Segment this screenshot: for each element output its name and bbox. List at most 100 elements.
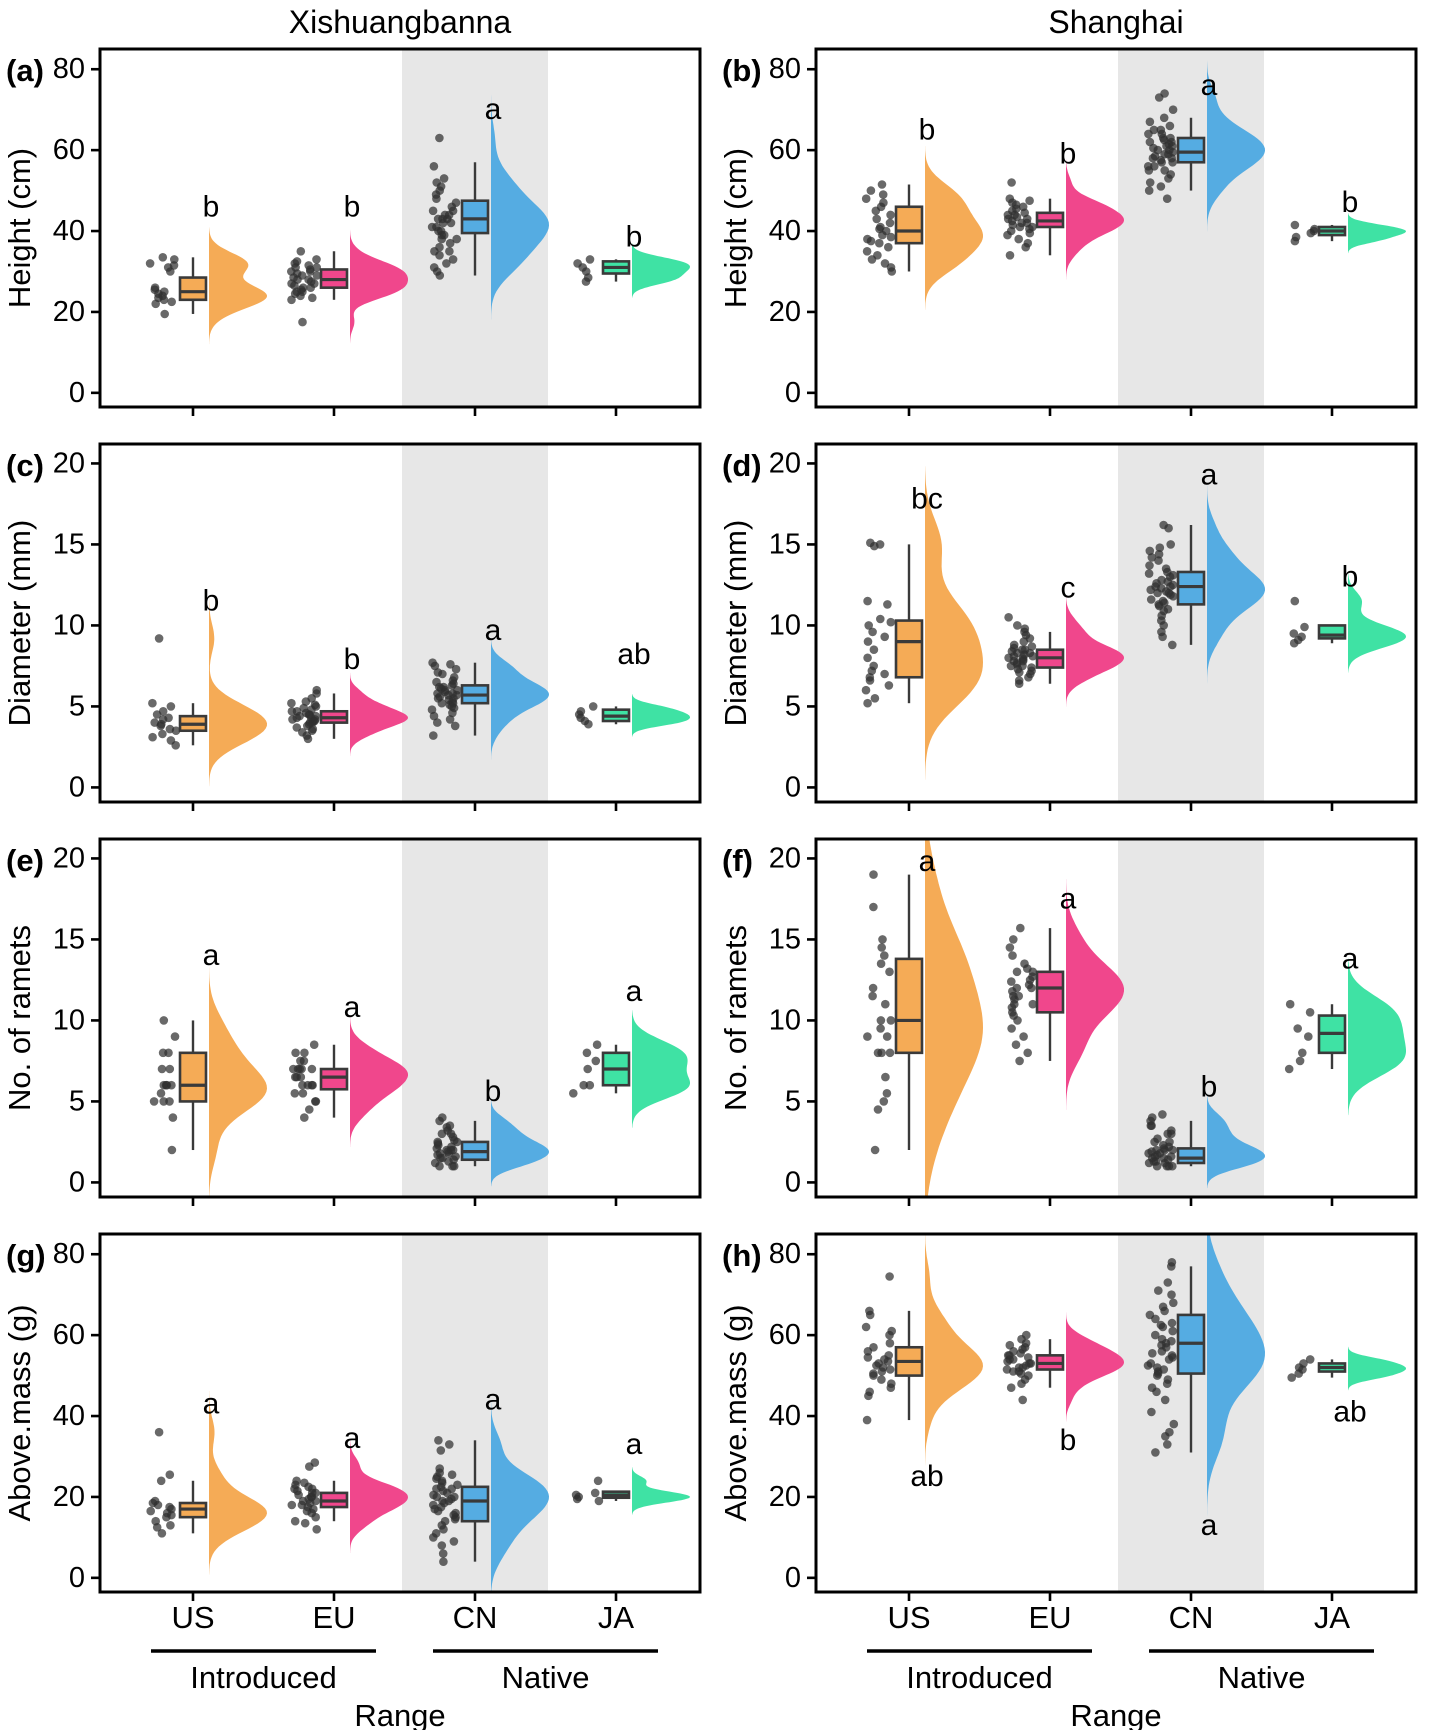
data-point (149, 1097, 159, 1106)
data-point (290, 1516, 300, 1526)
data-point (1290, 596, 1300, 606)
sig-letter-cn: a (485, 93, 502, 126)
data-point (312, 1525, 322, 1534)
data-point (590, 1488, 600, 1498)
x-category-label-eu: EU (312, 1600, 355, 1635)
points-eu (1005, 923, 1038, 1066)
data-point (1013, 621, 1022, 630)
data-point (1155, 543, 1165, 552)
data-point (1009, 935, 1018, 944)
data-point (882, 1089, 892, 1098)
data-point (1012, 983, 1022, 993)
data-point (1159, 520, 1168, 530)
group-ja: a (1284, 942, 1406, 1116)
points-ja (574, 702, 598, 729)
violin-cn (491, 1097, 549, 1187)
y-tick-label: 80 (53, 53, 85, 85)
data-point (869, 1369, 878, 1378)
data-point (863, 596, 872, 606)
data-point (876, 1016, 886, 1025)
data-point (1023, 1353, 1033, 1362)
data-point (875, 238, 884, 248)
data-point (1284, 1064, 1294, 1074)
data-point (438, 1113, 447, 1122)
data-point (1002, 1365, 1012, 1374)
data-point (1166, 1152, 1176, 1161)
y-tick-label: 0 (69, 771, 85, 803)
panel-f-ramets-shanghai: a a b a 0 5 10 15 20 (f) No. of ramets (718, 837, 1418, 1206)
data-point (298, 283, 308, 292)
points-ja (569, 1040, 602, 1098)
y-axis-title: Above.mass (g) (718, 1304, 753, 1521)
points-ja (571, 1476, 604, 1506)
data-point (868, 991, 877, 1001)
data-point (296, 247, 306, 256)
y-axis-title: Height (cm) (718, 148, 753, 308)
data-point (445, 1440, 454, 1449)
data-point (166, 1521, 175, 1530)
data-point (884, 681, 894, 690)
data-point (865, 673, 875, 682)
data-point (1152, 1145, 1161, 1155)
data-point (1293, 1024, 1302, 1033)
data-point (1145, 561, 1154, 570)
sig-letter-eu: b (344, 190, 361, 223)
data-point (865, 1387, 874, 1397)
data-point (445, 1121, 455, 1130)
data-point (869, 870, 878, 879)
group-cn: b (1144, 1070, 1265, 1189)
data-point (1305, 1008, 1315, 1017)
violin-us (209, 1391, 267, 1575)
data-point (1157, 627, 1166, 637)
boxplot-us (178, 1480, 208, 1534)
boxplot-cn (460, 1440, 490, 1562)
sig-letter-ja: a (626, 975, 643, 1008)
group-ja: ab (574, 638, 690, 737)
data-point (885, 1048, 895, 1058)
group-ja: b (573, 221, 690, 298)
data-point (880, 669, 889, 679)
data-point (304, 275, 313, 284)
data-point (884, 242, 893, 252)
data-point (298, 1089, 308, 1098)
box (894, 205, 924, 245)
data-point (1295, 1056, 1305, 1066)
data-point (861, 1322, 871, 1332)
group-us: b (148, 585, 267, 787)
data-point (146, 1506, 155, 1516)
sig-letter-us: a (919, 845, 936, 878)
violin-us (925, 466, 983, 780)
data-point (310, 700, 320, 710)
range-group-label: Introduced (190, 1660, 337, 1695)
data-point (289, 1064, 298, 1074)
panel-border (814, 1232, 1418, 1594)
boxplot-ja (601, 1490, 631, 1501)
sig-letter-us: b (203, 190, 220, 223)
data-point (870, 1145, 880, 1155)
data-point (863, 698, 872, 708)
data-point (1005, 943, 1015, 952)
data-point (150, 1496, 160, 1506)
y-tick-label: 5 (69, 690, 85, 722)
group-ja: a (571, 1428, 690, 1515)
data-point (886, 1016, 896, 1025)
data-point (1146, 1359, 1156, 1368)
sig-letter-cn: b (485, 1075, 502, 1108)
data-point (1300, 622, 1309, 632)
data-point (873, 251, 882, 260)
data-point (439, 682, 448, 692)
data-point (300, 1048, 309, 1058)
data-point (448, 255, 458, 264)
boxplot-cn (1176, 1120, 1206, 1167)
group-cn: b (430, 1075, 549, 1187)
data-point (1165, 1427, 1174, 1437)
data-point (1298, 1048, 1307, 1058)
violin-ja (632, 1467, 690, 1515)
data-point (439, 1557, 448, 1566)
x-category-label-ja: JA (1314, 1600, 1351, 1635)
boxplot-us (894, 544, 924, 704)
data-point (170, 1032, 180, 1041)
violin-ja (1348, 1346, 1406, 1391)
data-point (1167, 1126, 1176, 1135)
data-point (1025, 196, 1034, 205)
